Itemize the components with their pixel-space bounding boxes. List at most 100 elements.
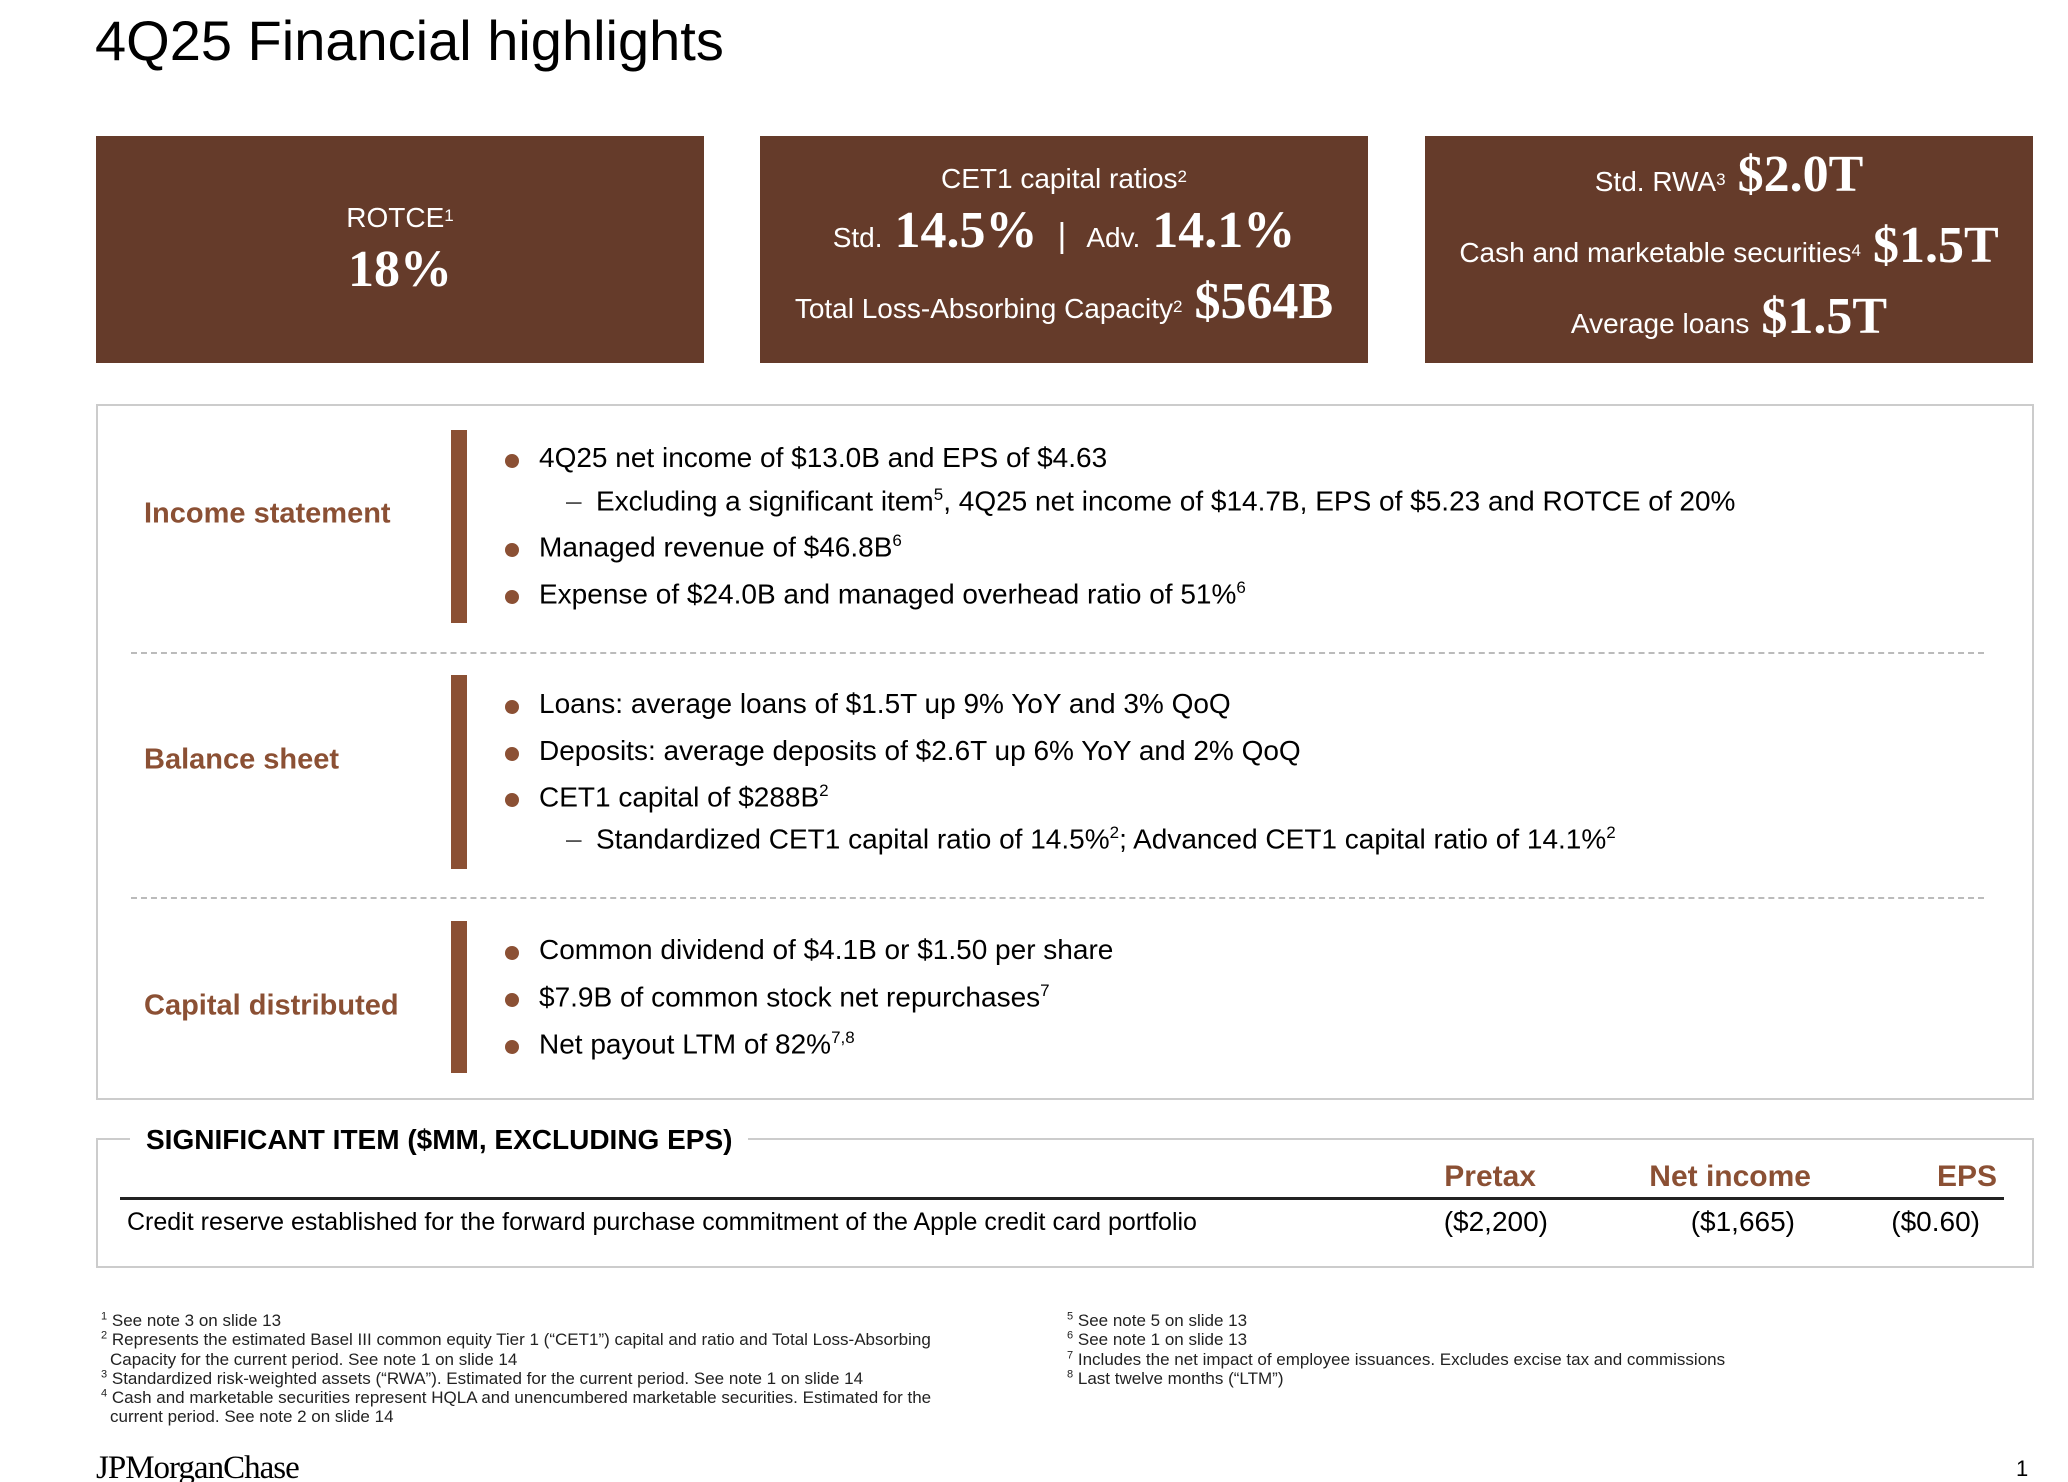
bullet-item: $7.9B of common stock net repurchases7 — [539, 981, 1050, 1013]
jpmorganchase-logo: JPMorganChase — [96, 1450, 300, 1482]
tlac-label: Total Loss-Absorbing Capacity2 — [795, 277, 1183, 341]
footnote-number: 7 — [1067, 1348, 1074, 1361]
cash-label: Cash and marketable securities4 — [1459, 221, 1861, 285]
footnote-text: Standardized risk-weighted assets (“RWA”… — [111, 1368, 864, 1388]
bullet-text: Deposits: average deposits of $2.6T up 6… — [539, 735, 1301, 766]
footnote-text: current period. See note 2 on slide 14 — [110, 1407, 394, 1427]
bullet-icon — [505, 590, 519, 604]
label-text: Cash and marketable securities — [1459, 237, 1852, 268]
cet1-label: CET1 capital ratios2 — [941, 159, 1187, 199]
footnote-ref: 4 — [1851, 241, 1861, 260]
rotce-value: 18% — [348, 240, 452, 298]
footnote: 1 See note 3 on slide 13 — [101, 1311, 931, 1330]
divider — [131, 652, 1984, 654]
std-value: 14.5% — [894, 201, 1038, 259]
bullet-icon — [505, 454, 519, 468]
footnote-ref: 2 — [1109, 823, 1120, 842]
bullet-item: CET1 capital of $288B2 — [539, 781, 829, 813]
footnote-text: Last twelve months (“LTM”) — [1077, 1368, 1284, 1388]
kpi-rotce: ROTCE1 18% — [96, 136, 704, 363]
footnote-ref: 6 — [1236, 578, 1246, 597]
footnote-text: Capacity for the current period. See not… — [110, 1349, 518, 1369]
footnote-text: Represents the estimated Basel III commo… — [111, 1330, 931, 1350]
footnote: 7 Includes the net impact of employee is… — [1067, 1348, 1726, 1369]
bullet-text: Net payout LTM of 82% — [539, 1028, 832, 1060]
footnote-ref: 1 — [444, 205, 454, 225]
divider — [131, 897, 1984, 899]
adv-value: 14.1% — [1152, 201, 1296, 259]
bullet-text: Standardized CET1 capital ratio of 14.5% — [596, 823, 1110, 855]
bullet-text: Expense of $24.0B and managed overhead r… — [539, 578, 1237, 610]
footnote-ref: 6 — [892, 531, 902, 550]
label-text: CET1 capital ratios — [940, 162, 1178, 194]
eps-value: ($0.60) — [1891, 1206, 1980, 1237]
column-header-eps: EPS — [1936, 1160, 1997, 1193]
bullet-item: 4Q25 net income of $13.0B and EPS of $4.… — [539, 442, 1107, 474]
bullet-icon — [505, 700, 519, 714]
footnote-text: See note 3 on slide 13 — [111, 1311, 282, 1330]
footnote: 3 Standardized risk-weighted assets (“RW… — [101, 1369, 931, 1388]
bullet-item: Managed revenue of $46.8B6 — [539, 531, 902, 563]
page-number: 1 — [2016, 1456, 2029, 1481]
bullet-item: Expense of $24.0B and managed overhead r… — [539, 578, 1246, 610]
bullet-item: Deposits: average deposits of $2.6T up 6… — [539, 735, 1301, 767]
footnotes-right: 5 See note 5 on slide 13 6 See note 1 on … — [1067, 1311, 1725, 1388]
bullet-icon — [505, 747, 519, 761]
footnote-text: Cash and marketable securities represent… — [111, 1388, 932, 1408]
footnote-text: See note 1 on slide 13 — [1077, 1330, 1248, 1350]
footnote-number: 2 — [101, 1329, 108, 1342]
footnote-ref: 2 — [1173, 296, 1183, 316]
footnote: current period. See note 2 on slide 14 — [101, 1407, 931, 1426]
footnote: 2 Represents the estimated Basel III com… — [101, 1330, 931, 1349]
footnote: 8 Last twelve months (“LTM”) — [1067, 1369, 1725, 1388]
rotce-label: ROTCE1 — [346, 198, 453, 238]
adv-label: Adv. — [1086, 221, 1141, 253]
footnote-ref: 7 — [1040, 981, 1050, 1000]
header-rule — [120, 1197, 2004, 1200]
footnote-ref: 2 — [1177, 166, 1187, 186]
column-header-net-income: Net income — [1649, 1160, 1811, 1193]
section-bar — [451, 430, 467, 623]
bullet-text: Loans: average loans of $1.5T up 9% YoY … — [539, 688, 1231, 719]
footnote-number: 3 — [101, 1368, 108, 1381]
bullet-item: Net payout LTM of 82%7,8 — [539, 1028, 855, 1060]
page-title: 4Q25 Financial highlights — [95, 9, 724, 72]
bullet-icon — [505, 793, 519, 807]
rwa-label: Std. RWA3 — [1595, 150, 1726, 214]
footnote-ref: 2 — [819, 781, 829, 800]
bullet-text: Excluding a significant item — [596, 485, 934, 517]
bullet-text: Common dividend of $4.1B or $1.50 per sh… — [539, 934, 1114, 965]
bullet-text: , 4Q25 net income of $14.7B, EPS of $5.2… — [943, 485, 1736, 517]
rwa-value: $2.0T — [1737, 146, 1864, 203]
bullet-icon — [505, 1040, 519, 1054]
section-bar — [451, 675, 467, 869]
label-text: Std. RWA — [1594, 166, 1717, 197]
bullet-text: ; Advanced CET1 capital ratio of 14.1% — [1119, 823, 1607, 855]
footnote: Capacity for the current period. See not… — [101, 1350, 931, 1369]
footnote: 5 See note 5 on slide 13 — [1067, 1311, 1725, 1330]
highlights-panel — [96, 404, 2034, 1100]
bullet-icon — [505, 946, 519, 960]
footnote-number: 5 — [1067, 1310, 1074, 1323]
footnote-text: Includes the net impact of employee issu… — [1077, 1349, 1726, 1369]
bullet-text: Managed revenue of $46.8B — [539, 531, 893, 563]
footnote-number: 1 — [101, 1310, 108, 1323]
bullet-item: Common dividend of $4.1B or $1.50 per sh… — [539, 934, 1113, 966]
bullet-text: 4Q25 net income of $13.0B and EPS of $4.… — [539, 442, 1108, 473]
section-label-capital-distributed: Capital distributed — [144, 989, 399, 1022]
footnote-number: 4 — [101, 1387, 108, 1400]
label-text: ROTCE — [346, 201, 445, 233]
section-label-balance-sheet: Balance sheet — [144, 743, 340, 776]
column-header-pretax: Pretax — [1444, 1160, 1536, 1193]
footnote-text: See note 5 on slide 13 — [1077, 1311, 1248, 1330]
footnote-number: 6 — [1067, 1329, 1074, 1342]
bullet-item: Loans: average loans of $1.5T up 9% YoY … — [539, 688, 1231, 720]
pretax-value: ($2,200) — [1443, 1206, 1548, 1237]
footnote: 6 See note 1 on slide 13 — [1067, 1330, 1725, 1349]
significant-item-panel — [96, 1138, 2034, 1268]
bullet-text: CET1 capital of $288B — [539, 781, 820, 813]
footnote-ref: 7,8 — [831, 1028, 855, 1047]
section-label-income-statement: Income statement — [144, 497, 391, 530]
tlac-value: $564B — [1194, 272, 1334, 330]
